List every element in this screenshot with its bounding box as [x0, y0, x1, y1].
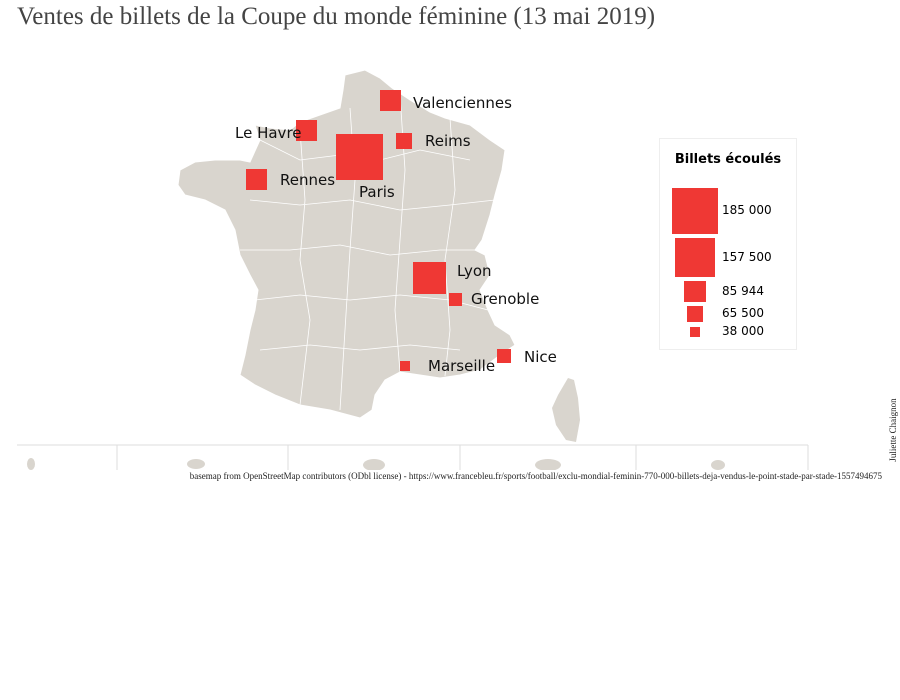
- legend-label-3: 85 944: [722, 284, 764, 298]
- marker-reims[interactable]: [396, 133, 412, 149]
- france-mainland: [177, 69, 516, 419]
- marker-grenoble[interactable]: [449, 293, 462, 306]
- author-credit: Juliette Chaignon: [888, 398, 898, 462]
- label-valenciennes: Valenciennes: [413, 94, 512, 112]
- label-le-havre: Le Havre: [235, 124, 302, 142]
- legend-square-2: [675, 238, 715, 277]
- legend-label-2: 157 500: [722, 250, 772, 264]
- legend-label-5: 38 000: [722, 324, 764, 338]
- legend-square-1: [672, 188, 718, 234]
- marker-marseille[interactable]: [400, 361, 410, 371]
- attribution: basemap from OpenStreetMap contributors …: [189, 471, 882, 481]
- label-reims: Reims: [425, 132, 471, 150]
- marker-rennes[interactable]: [246, 169, 267, 190]
- france-basemap: [17, 69, 809, 470]
- legend-title: Billets écoulés: [674, 152, 782, 167]
- marker-paris[interactable]: [336, 134, 383, 180]
- marker-le-havre[interactable]: [296, 120, 317, 141]
- marker-valenciennes[interactable]: [380, 90, 401, 111]
- overseas-insets: [27, 458, 725, 470]
- label-nice: Nice: [524, 348, 557, 366]
- legend-square-4: [687, 306, 703, 322]
- label-rennes: Rennes: [280, 171, 336, 189]
- legend: Billets écoulés 185 000 157 500 85 944 6…: [659, 138, 797, 350]
- label-lyon: Lyon: [457, 262, 492, 280]
- corsica: [552, 378, 580, 442]
- label-paris: Paris: [359, 183, 395, 201]
- inset-separators: [116, 445, 809, 470]
- marker-lyon[interactable]: [413, 262, 446, 294]
- marker-nice[interactable]: [497, 349, 511, 363]
- legend-label-4: 65 500: [722, 306, 764, 320]
- label-grenoble: Grenoble: [471, 290, 540, 308]
- map-title: Ventes de billets de la Coupe du monde f…: [17, 3, 656, 30]
- legend-square-3: [684, 281, 706, 302]
- legend-square-5: [690, 327, 700, 337]
- label-marseille: Marseille: [428, 357, 496, 375]
- legend-label-1: 185 000: [722, 203, 772, 217]
